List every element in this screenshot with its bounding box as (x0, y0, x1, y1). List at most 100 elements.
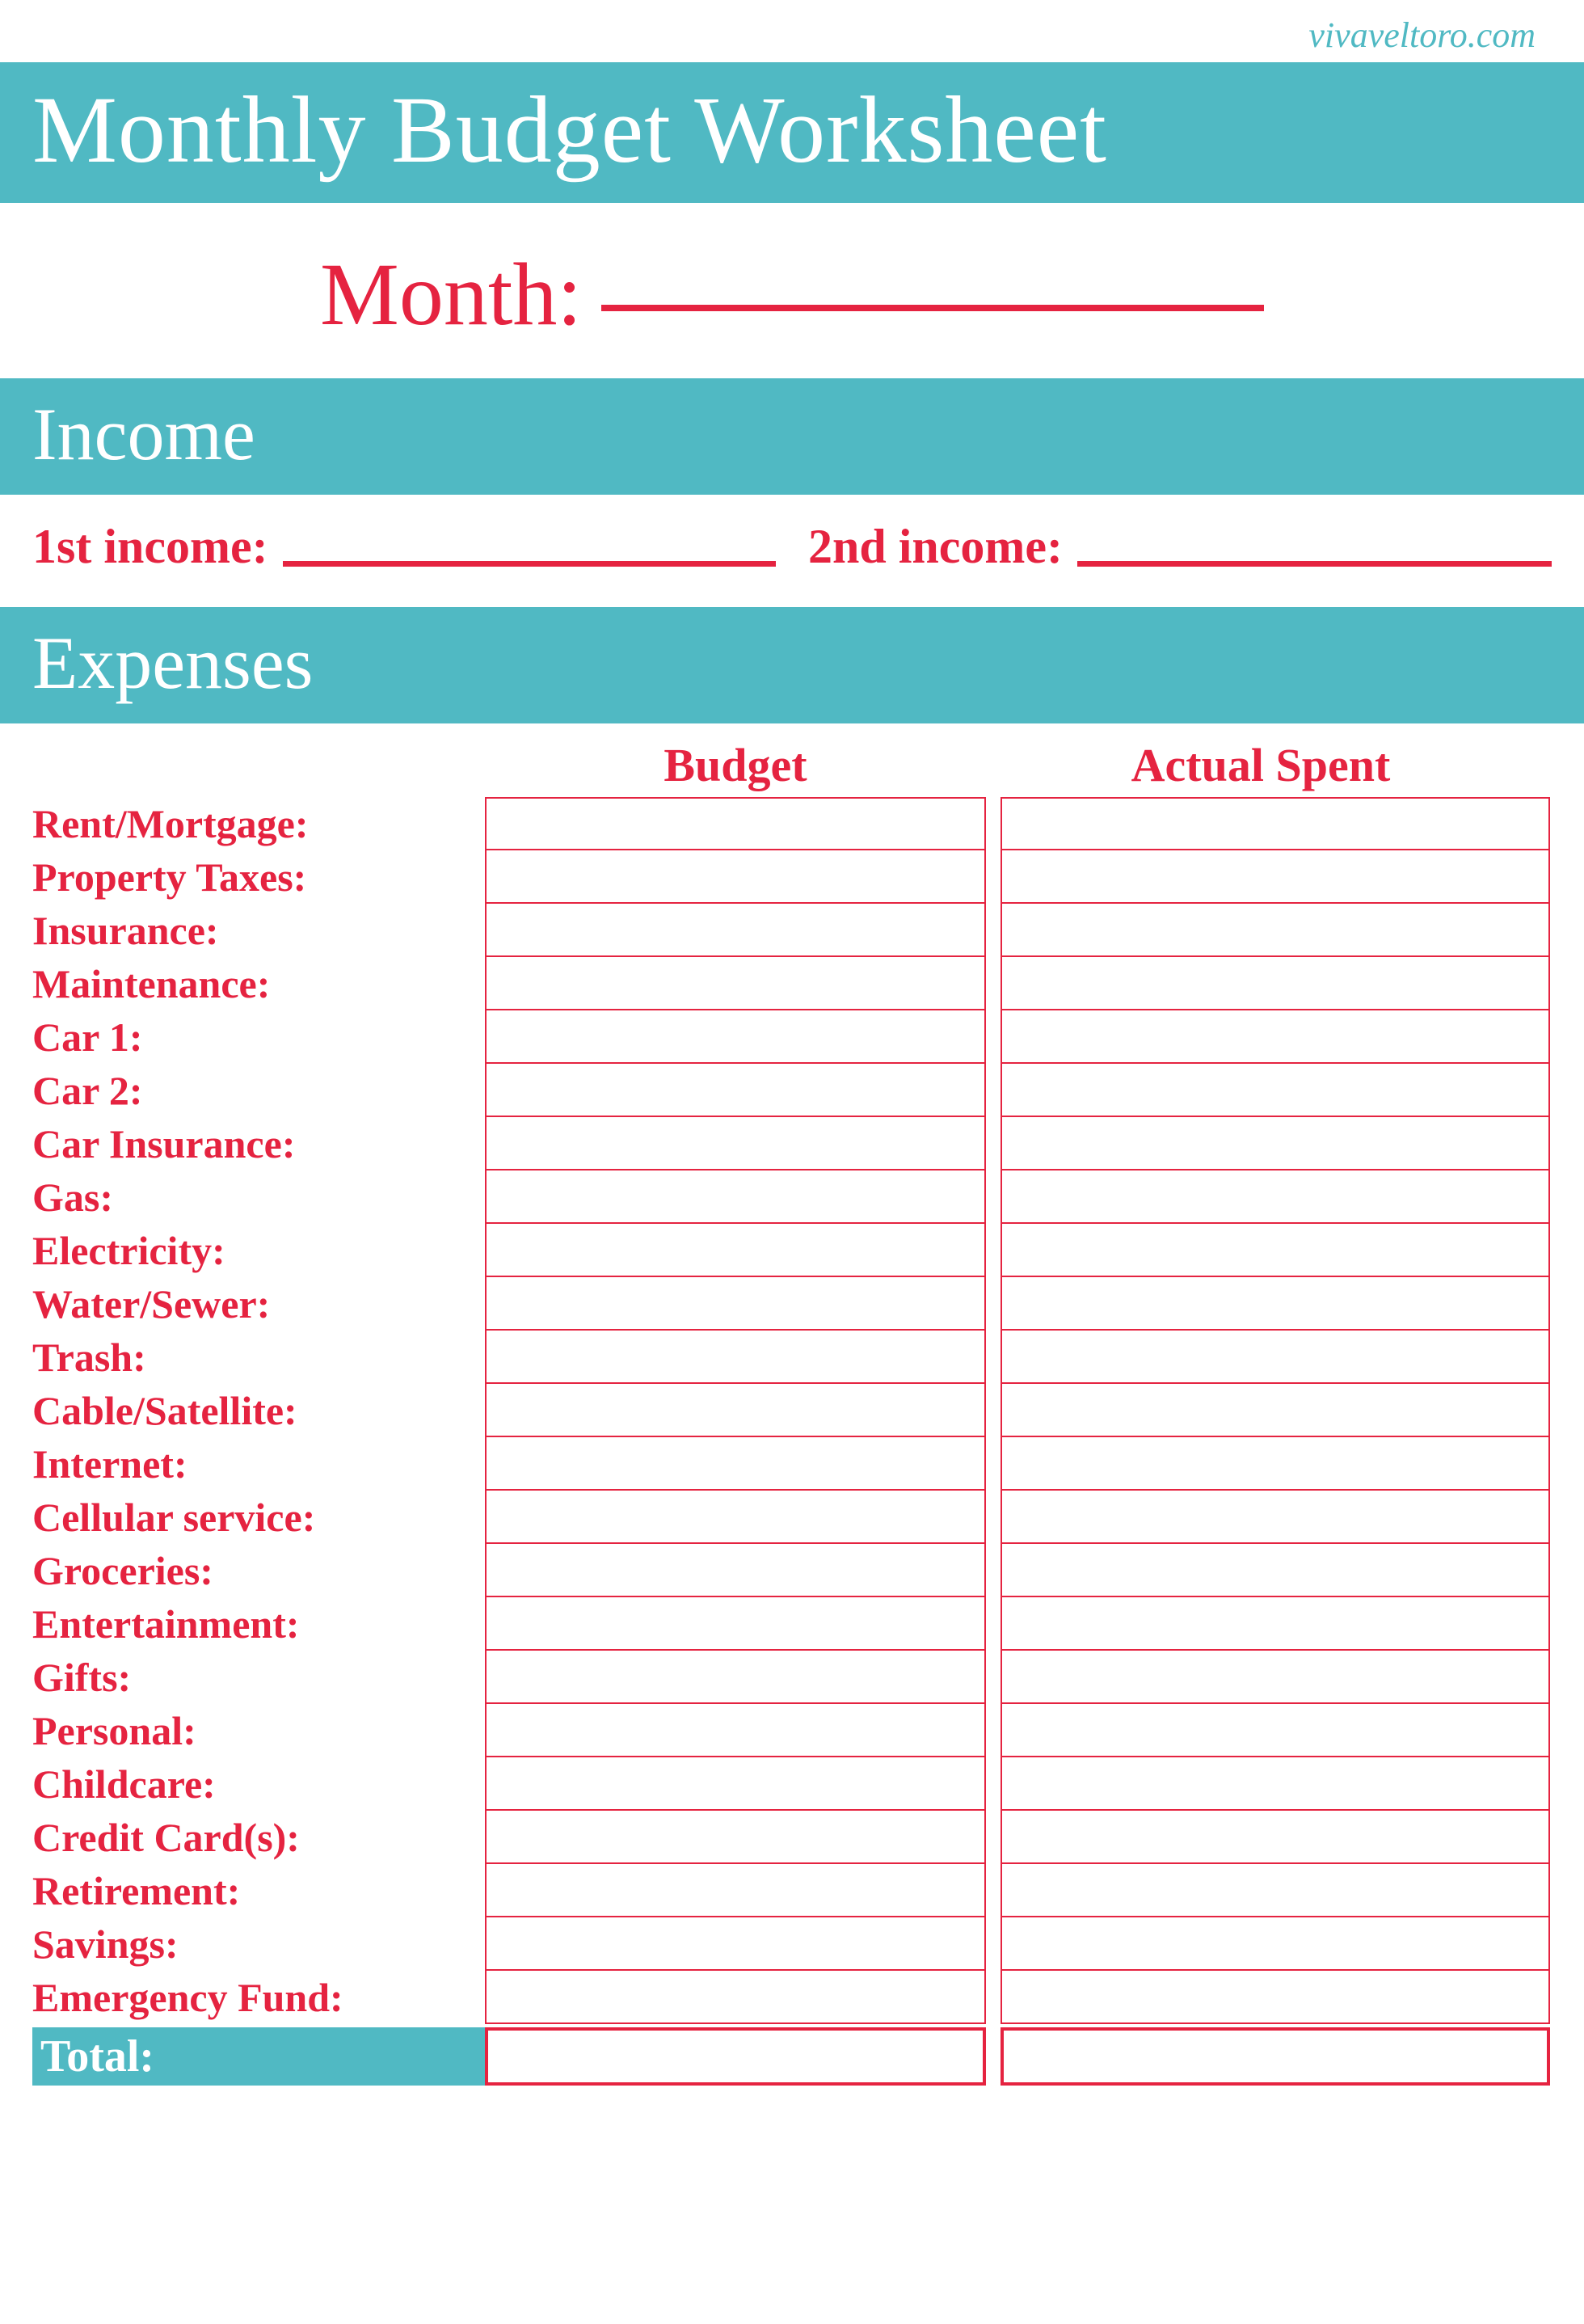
expense-row: Car 2: (32, 1064, 1552, 1117)
actual-cell[interactable] (1001, 1437, 1550, 1491)
expense-row: Groceries: (32, 1544, 1552, 1597)
expense-label: Internet: (32, 1437, 485, 1491)
expense-row: Gas: (32, 1170, 1552, 1224)
actual-cell[interactable] (1001, 1224, 1550, 1277)
actual-column-header: Actual Spent (986, 738, 1536, 792)
expense-row: Car Insurance: (32, 1117, 1552, 1170)
budget-cell[interactable] (485, 904, 986, 957)
actual-cell[interactable] (1001, 1971, 1550, 2024)
total-label: Total: (32, 2027, 485, 2086)
budget-cell[interactable] (485, 1331, 986, 1384)
expense-row: Savings: (32, 1917, 1552, 1971)
budget-cell[interactable] (485, 1864, 986, 1917)
actual-cell[interactable] (1001, 1384, 1550, 1437)
budget-cell[interactable] (485, 957, 986, 1010)
second-income-input-line[interactable] (1077, 561, 1552, 567)
budget-cell[interactable] (485, 1437, 986, 1491)
expense-row: Credit Card(s): (32, 1811, 1552, 1864)
budget-cell[interactable] (485, 1277, 986, 1331)
second-income-label: 2nd income: (808, 519, 1063, 575)
expense-row: Emergency Fund: (32, 1971, 1552, 2024)
total-actual-cell[interactable] (1001, 2027, 1550, 2086)
actual-cell[interactable] (1001, 957, 1550, 1010)
budget-cell[interactable] (485, 1704, 986, 1757)
expense-row: Electricity: (32, 1224, 1552, 1277)
expense-label: Entertainment: (32, 1597, 485, 1651)
budget-cell[interactable] (485, 1544, 986, 1597)
expense-label: Trash: (32, 1331, 485, 1384)
expense-label: Cable/Satellite: (32, 1384, 485, 1437)
month-input-line[interactable] (601, 305, 1264, 311)
expense-row: Personal: (32, 1704, 1552, 1757)
actual-cell[interactable] (1001, 1704, 1550, 1757)
actual-cell[interactable] (1001, 904, 1550, 957)
budget-cell[interactable] (485, 1064, 986, 1117)
budget-cell[interactable] (485, 850, 986, 904)
actual-cell[interactable] (1001, 1864, 1550, 1917)
actual-cell[interactable] (1001, 1544, 1550, 1597)
actual-cell[interactable] (1001, 1491, 1550, 1544)
expense-label: Credit Card(s): (32, 1811, 485, 1864)
actual-cell[interactable] (1001, 1064, 1550, 1117)
expense-label: Cellular service: (32, 1491, 485, 1544)
expense-label: Property Taxes: (32, 850, 485, 904)
budget-cell[interactable] (485, 1597, 986, 1651)
expense-label: Car Insurance: (32, 1117, 485, 1170)
expense-label: Groceries: (32, 1544, 485, 1597)
budget-cell[interactable] (485, 1010, 986, 1064)
expense-label: Savings: (32, 1917, 485, 1971)
expense-row: Cellular service: (32, 1491, 1552, 1544)
first-income-label: 1st income: (32, 519, 268, 575)
budget-cell[interactable] (485, 1491, 986, 1544)
actual-cell[interactable] (1001, 1811, 1550, 1864)
expense-row: Trash: (32, 1331, 1552, 1384)
budget-worksheet-page: vivaveltoro.com Monthly Budget Worksheet… (0, 0, 1584, 2086)
expense-row: Maintenance: (32, 957, 1552, 1010)
month-label: Month: (320, 243, 582, 346)
expense-label: Car 1: (32, 1010, 485, 1064)
actual-cell[interactable] (1001, 1597, 1550, 1651)
budget-cell[interactable] (485, 1170, 986, 1224)
budget-cell[interactable] (485, 1651, 986, 1704)
actual-cell[interactable] (1001, 1331, 1550, 1384)
expense-row: Gifts: (32, 1651, 1552, 1704)
first-income-input-line[interactable] (283, 561, 776, 567)
expense-row: Internet: (32, 1437, 1552, 1491)
actual-cell[interactable] (1001, 1117, 1550, 1170)
actual-cell[interactable] (1001, 1010, 1550, 1064)
expense-label: Electricity: (32, 1224, 485, 1277)
expenses-banner: Expenses (0, 607, 1584, 723)
actual-cell[interactable] (1001, 1757, 1550, 1811)
page-title: Monthly Budget Worksheet (32, 75, 1552, 185)
expenses-area: Budget Actual Spent Rent/Mortgage:Proper… (0, 723, 1584, 2086)
budget-cell[interactable] (485, 1757, 986, 1811)
total-budget-cell[interactable] (485, 2027, 986, 2086)
budget-cell[interactable] (485, 1224, 986, 1277)
expense-label: Childcare: (32, 1757, 485, 1811)
budget-cell[interactable] (485, 1384, 986, 1437)
budget-cell[interactable] (485, 1117, 986, 1170)
actual-cell[interactable] (1001, 1917, 1550, 1971)
actual-cell[interactable] (1001, 1170, 1550, 1224)
budget-cell[interactable] (485, 797, 986, 850)
expense-label: Maintenance: (32, 957, 485, 1010)
total-row: Total: (32, 2027, 1552, 2086)
budget-cell[interactable] (485, 1917, 986, 1971)
column-spacer (32, 738, 485, 792)
expense-row: Entertainment: (32, 1597, 1552, 1651)
budget-cell[interactable] (485, 1971, 986, 2024)
expense-label: Insurance: (32, 904, 485, 957)
month-row: Month: (0, 203, 1584, 378)
income-heading: Income (32, 391, 1552, 477)
actual-cell[interactable] (1001, 1651, 1550, 1704)
watermark-url: vivaveltoro.com (0, 0, 1584, 62)
expense-row: Rent/Mortgage: (32, 797, 1552, 850)
actual-cell[interactable] (1001, 797, 1550, 850)
budget-cell[interactable] (485, 1811, 986, 1864)
actual-cell[interactable] (1001, 1277, 1550, 1331)
column-headers-row: Budget Actual Spent (32, 738, 1552, 792)
actual-cell[interactable] (1001, 850, 1550, 904)
expense-row: Retirement: (32, 1864, 1552, 1917)
expense-label: Rent/Mortgage: (32, 797, 485, 850)
expense-grid: Rent/Mortgage:Property Taxes:Insurance:M… (32, 797, 1552, 2024)
